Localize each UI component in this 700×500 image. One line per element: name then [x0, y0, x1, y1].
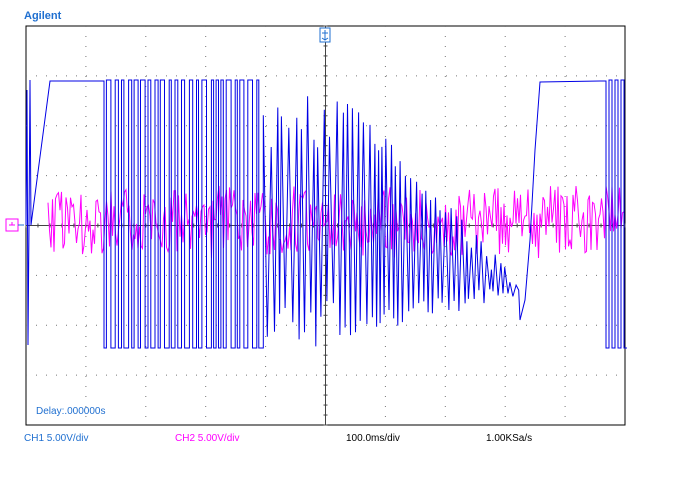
brand-logo: Agilent — [24, 10, 62, 22]
ch1-scale-label[interactable]: CH1 5.00V/div — [24, 433, 89, 444]
ground-reference-icon[interactable] — [5, 218, 24, 232]
trigger-position-icon[interactable] — [319, 27, 331, 43]
timebase-label[interactable]: 100.0ms/div — [346, 433, 400, 444]
ch1-trace — [25, 79, 627, 349]
ch2-scale-label[interactable]: CH2 5.00V/div — [175, 433, 240, 444]
ch2-trace — [47, 185, 625, 259]
delay-readout: Delay:.000000s — [36, 406, 106, 417]
sample-rate-label: 1.00KSa/s — [486, 433, 533, 444]
